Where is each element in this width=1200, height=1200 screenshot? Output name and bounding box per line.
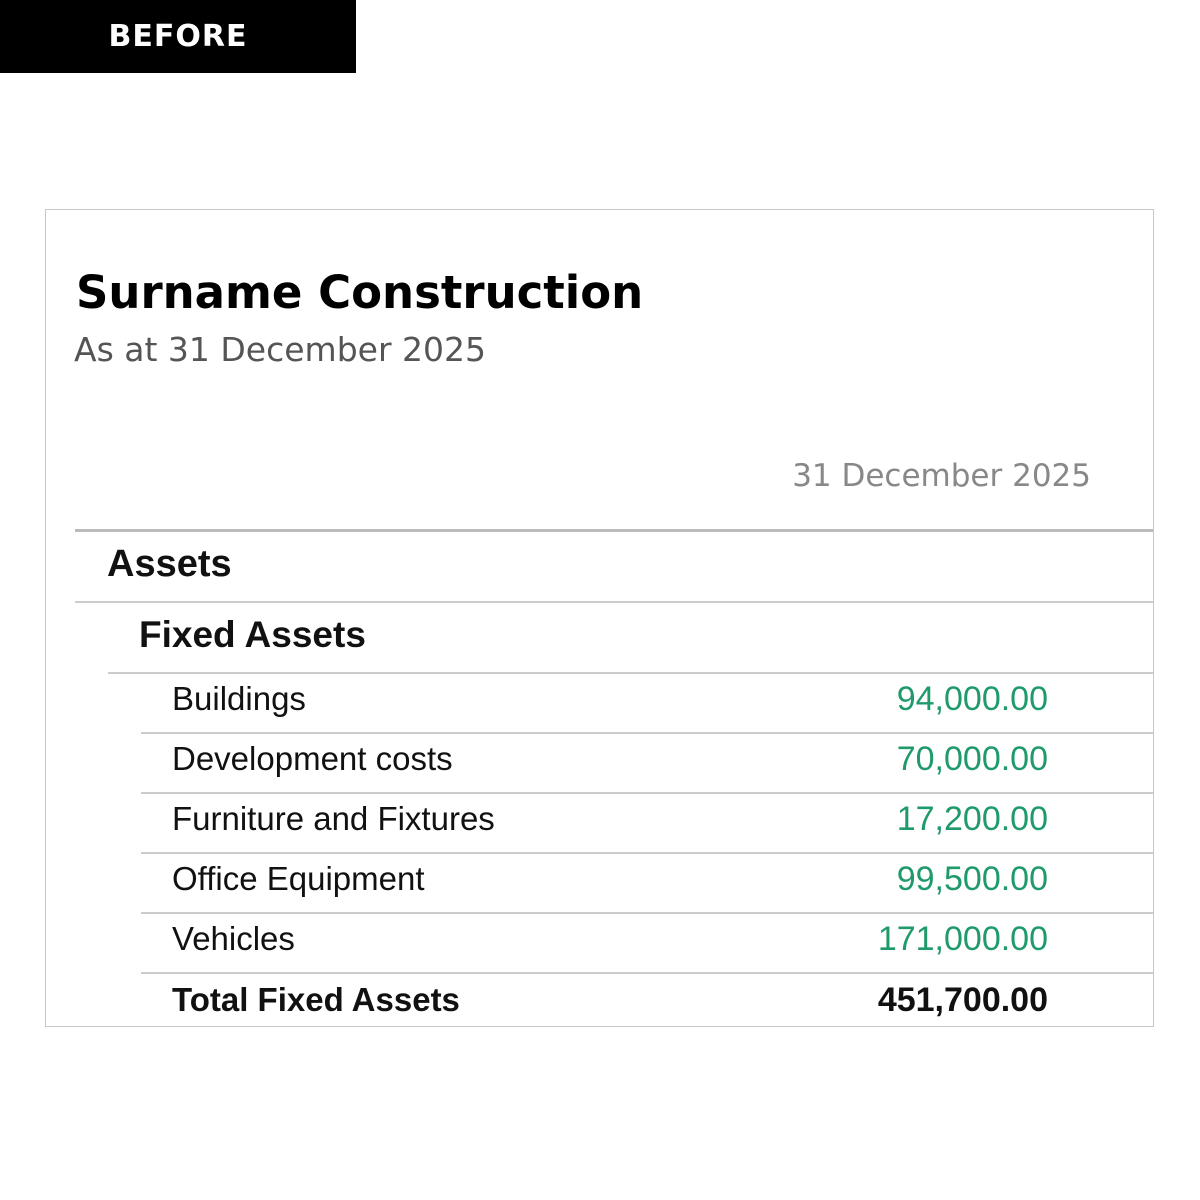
row-amount-office-equipment[interactable]: 99,500.00 [896, 860, 1048, 898]
balance-sheet-report: Surname Construction As at 31 December 2… [45, 209, 1154, 1027]
row-divider [141, 852, 1153, 854]
row-divider [141, 732, 1153, 734]
before-badge: BEFORE [0, 0, 356, 73]
row-amount-buildings[interactable]: 94,000.00 [896, 680, 1048, 718]
row-label-office-equipment: Office Equipment [172, 860, 425, 897]
report-subtitle: As at 31 December 2025 [74, 330, 486, 369]
section-assets: Assets [107, 543, 232, 585]
row-label-buildings: Buildings [172, 680, 306, 717]
divider [108, 672, 1153, 674]
row-divider [141, 912, 1153, 914]
row-amount-furniture-fixtures[interactable]: 17,200.00 [896, 800, 1048, 838]
divider [75, 601, 1153, 603]
row-divider [141, 972, 1153, 974]
row-label-development-costs: Development costs [172, 740, 453, 777]
row-label-vehicles: Vehicles [172, 920, 295, 957]
row-label-furniture-fixtures: Furniture and Fixtures [172, 800, 495, 837]
total-fixed-assets-amount: 451,700.00 [877, 981, 1048, 1019]
section-fixed-assets: Fixed Assets [139, 614, 366, 655]
company-title: Surname Construction [76, 266, 644, 319]
total-fixed-assets-label: Total Fixed Assets [172, 981, 460, 1018]
row-divider [141, 792, 1153, 794]
header-divider [75, 529, 1153, 532]
row-amount-vehicles[interactable]: 171,000.00 [877, 920, 1048, 958]
row-amount-development-costs[interactable]: 70,000.00 [896, 740, 1048, 778]
column-header-date: 31 December 2025 [792, 458, 1091, 494]
